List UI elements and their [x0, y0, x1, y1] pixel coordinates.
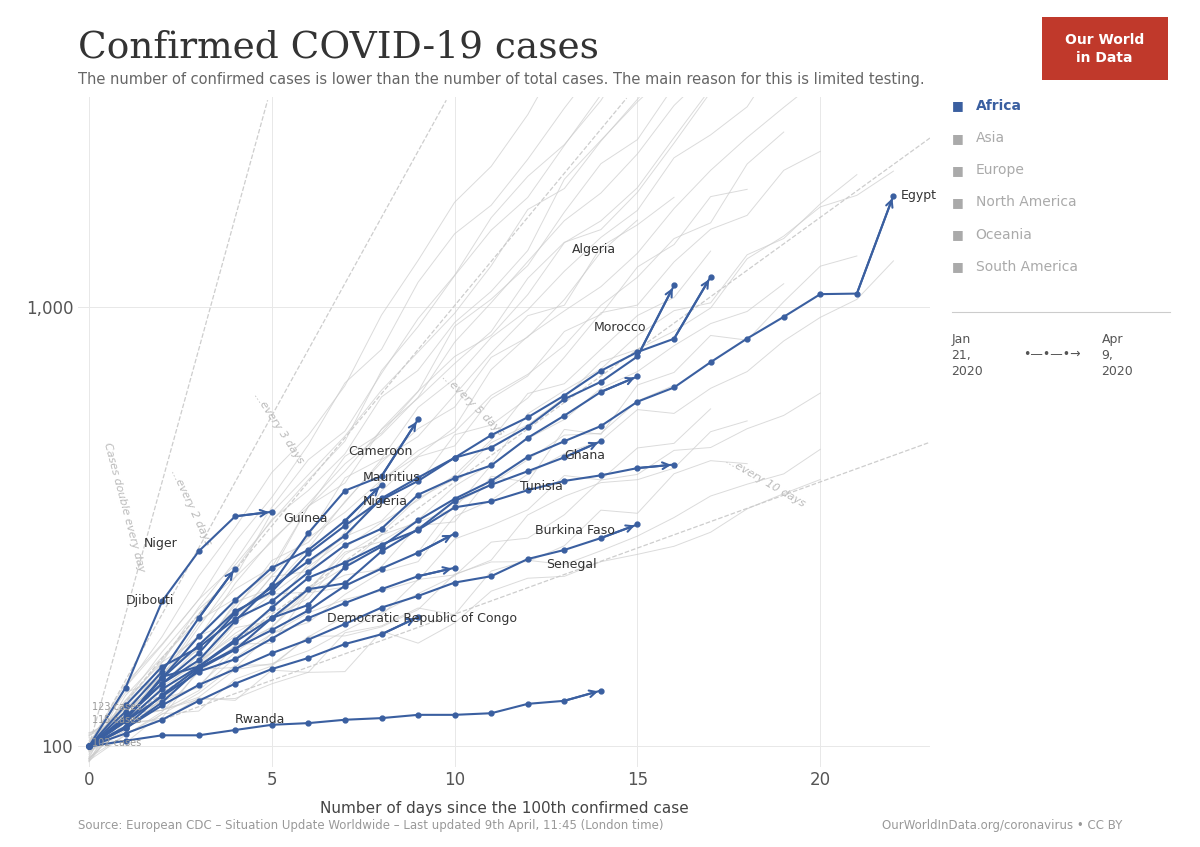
Text: 115 cases: 115 cases: [92, 715, 142, 725]
Text: ...every 10 days: ...every 10 days: [724, 455, 806, 509]
Text: Mauritius: Mauritius: [364, 471, 421, 484]
Text: Rwanda: Rwanda: [235, 713, 286, 726]
Text: South America: South America: [976, 260, 1078, 274]
Text: ■: ■: [952, 99, 964, 113]
Text: Our World
in Data: Our World in Data: [1064, 32, 1145, 65]
Text: ■: ■: [952, 196, 964, 209]
Text: Ghana: Ghana: [564, 449, 605, 462]
Text: Jan
21,
2020: Jan 21, 2020: [952, 333, 983, 378]
Text: ■: ■: [952, 260, 964, 274]
Text: Democratic Republic of Congo: Democratic Republic of Congo: [326, 612, 517, 625]
Text: Burkina Faso: Burkina Faso: [535, 524, 614, 537]
Text: North America: North America: [976, 196, 1076, 209]
Text: Morocco: Morocco: [594, 321, 646, 334]
Text: ■: ■: [952, 163, 964, 177]
Text: 102 cases: 102 cases: [92, 738, 142, 748]
Text: ...every 2 days: ...every 2 days: [169, 468, 214, 547]
Text: Source: European CDC – Situation Update Worldwide – Last updated 9th April, 11:4: Source: European CDC – Situation Update …: [78, 819, 664, 832]
Text: Senegal: Senegal: [546, 557, 596, 571]
Text: ...every 5 days: ...every 5 days: [440, 372, 505, 437]
Text: The number of confirmed cases is lower than the number of total cases. The main : The number of confirmed cases is lower t…: [78, 72, 925, 87]
Text: Cases double every day: Cases double every day: [102, 441, 146, 573]
Text: Tunisia: Tunisia: [521, 480, 563, 493]
Text: ■: ■: [952, 228, 964, 241]
Text: Egypt: Egypt: [901, 189, 937, 202]
Text: Asia: Asia: [976, 131, 1004, 145]
Text: Niger: Niger: [144, 537, 178, 550]
Text: Europe: Europe: [976, 163, 1025, 177]
Text: Confirmed COVID-19 cases: Confirmed COVID-19 cases: [78, 30, 599, 66]
Text: Apr
9,
2020: Apr 9, 2020: [1102, 333, 1133, 378]
X-axis label: Number of days since the 100th confirmed case: Number of days since the 100th confirmed…: [319, 800, 689, 816]
Text: Algeria: Algeria: [571, 243, 616, 257]
Text: OurWorldInData.org/coronavirus • CC BY: OurWorldInData.org/coronavirus • CC BY: [882, 819, 1122, 832]
Text: Oceania: Oceania: [976, 228, 1032, 241]
Text: 123 cases: 123 cases: [92, 702, 142, 712]
Text: Africa: Africa: [976, 99, 1021, 113]
Text: Cameroon: Cameroon: [348, 445, 413, 457]
Text: •—•—•→: •—•—•→: [1024, 347, 1081, 361]
Text: Nigeria: Nigeria: [364, 495, 408, 508]
Text: ■: ■: [952, 131, 964, 145]
Text: Guinea: Guinea: [283, 512, 328, 525]
Text: Djibouti: Djibouti: [126, 594, 174, 606]
Text: ...every 3 days: ...every 3 days: [252, 390, 306, 466]
